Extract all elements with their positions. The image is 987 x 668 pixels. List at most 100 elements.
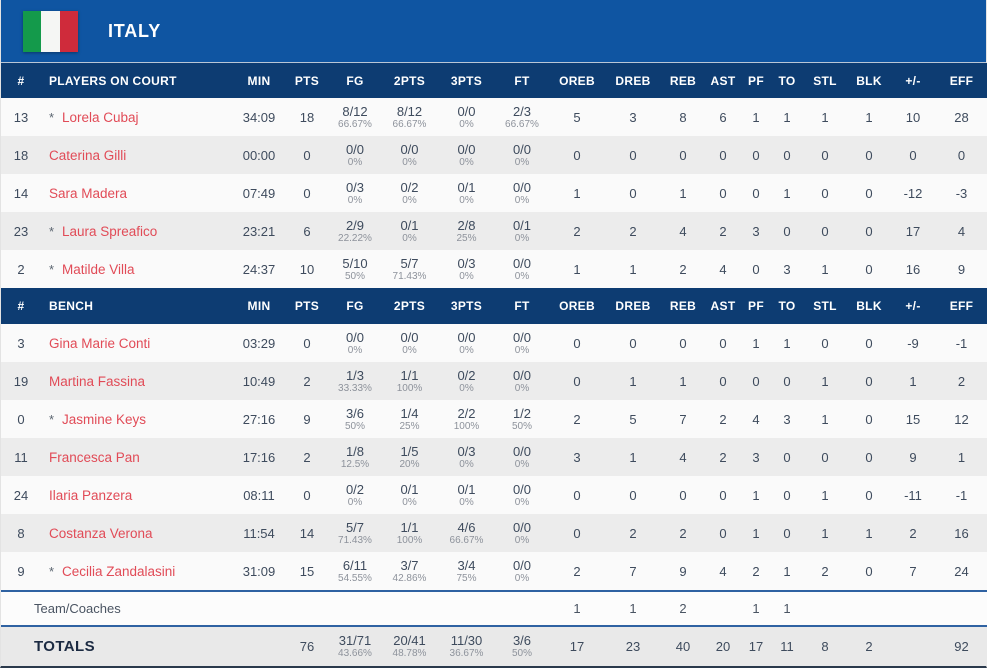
made-attempted: 2/8 bbox=[457, 217, 476, 233]
player-name-link[interactable]: Caterina Gilli bbox=[49, 147, 127, 163]
cell-stl: 0 bbox=[803, 324, 847, 362]
player-name-link[interactable]: Ilaria Panzera bbox=[49, 487, 133, 503]
player-name-link[interactable]: Francesca Pan bbox=[49, 449, 140, 465]
made-attempted: 4/6 bbox=[457, 519, 476, 535]
player-name-cell: * Laura Spreafico bbox=[41, 212, 233, 250]
header-row: # BENCH MIN PTS FG 2PTS 3PTS FT OREB DREB REB AST PF… bbox=[1, 288, 987, 324]
cell-to: 1 bbox=[771, 552, 803, 591]
col-header-stl: STL bbox=[803, 63, 847, 98]
cell-pts: 2 bbox=[285, 438, 329, 476]
cell-blk: 1 bbox=[847, 514, 891, 552]
cell-pts3: 0/0 0% bbox=[438, 324, 495, 362]
shooting-percentage: 0% bbox=[459, 270, 474, 282]
cell-blk: 0 bbox=[847, 552, 891, 591]
player-name-link[interactable]: Lorela Cubaj bbox=[62, 109, 139, 125]
cell-dreb: 1 bbox=[605, 250, 661, 288]
italy-flag-icon bbox=[23, 10, 78, 52]
cell-ast bbox=[705, 590, 741, 626]
col-header-pts: PTS bbox=[285, 288, 329, 324]
made-attempted: 2/3 bbox=[512, 103, 532, 119]
cell-pts2: 0/1 0% bbox=[381, 212, 438, 250]
made-attempted: 0/0 bbox=[400, 141, 419, 157]
cell-plus-minus: 15 bbox=[891, 400, 935, 438]
cell-to: 1 bbox=[771, 590, 803, 626]
col-header-stl: STL bbox=[803, 288, 847, 324]
cell-oreb: 0 bbox=[549, 476, 605, 514]
cell-stl: 8 bbox=[803, 625, 847, 666]
cell-blk: 0 bbox=[847, 438, 891, 476]
cell-dreb: 23 bbox=[605, 625, 661, 666]
cell-ast: 0 bbox=[705, 514, 741, 552]
made-attempted: 1/8 bbox=[345, 443, 365, 459]
cell-oreb: 2 bbox=[549, 552, 605, 591]
made-attempted: 20/41 bbox=[393, 633, 426, 648]
cell-stl bbox=[803, 590, 847, 626]
player-name-link[interactable]: Martina Fassina bbox=[49, 373, 146, 389]
cell-fg bbox=[329, 590, 381, 626]
col-header-blk: BLK bbox=[847, 63, 891, 98]
cell-fg: 31/71 43.66% bbox=[329, 625, 381, 666]
player-name-link[interactable]: Cecilia Zandalasini bbox=[62, 563, 176, 579]
cell-fg: 1/8 12.5% bbox=[329, 438, 381, 476]
cell-reb: 2 bbox=[661, 590, 705, 626]
shooting-percentage: 0% bbox=[514, 194, 530, 206]
col-header-ast: AST bbox=[705, 288, 741, 324]
cell-pts: 9 bbox=[285, 400, 329, 438]
made-attempted: 0/3 bbox=[457, 443, 476, 459]
shooting-percentage: 0% bbox=[459, 194, 474, 206]
shooting-percentage: 43.66% bbox=[338, 648, 372, 659]
player-row: 14 Sara Madera 07:49 0 0/3 0% 0/2 0% 0/1 0% 0/0 0% 1… bbox=[1, 174, 987, 212]
cell-oreb: 1 bbox=[549, 174, 605, 212]
player-row: 8 Costanza Verona 11:54 14 5/7 71.43% 1/1 100% 4… bbox=[1, 514, 987, 552]
cell-stl: 1 bbox=[803, 98, 847, 136]
cell-stl: 0 bbox=[803, 136, 847, 174]
cell-min: 31:09 bbox=[233, 552, 285, 591]
cell-reb: 40 bbox=[661, 625, 705, 666]
jersey-number: 0 bbox=[1, 400, 41, 438]
cell-pts2: 1/1 100% bbox=[381, 514, 438, 552]
made-attempted: 5/10 bbox=[342, 255, 368, 271]
cell-dreb: 3 bbox=[605, 98, 661, 136]
shooting-percentage: 25% bbox=[456, 232, 477, 244]
made-attempted: 0/2 bbox=[345, 481, 365, 497]
col-header-plus-minus: +/- bbox=[891, 288, 935, 324]
shooting-percentage: 0% bbox=[459, 118, 474, 130]
cell-ast: 4 bbox=[705, 250, 741, 288]
cell-eff: 28 bbox=[935, 98, 987, 136]
cell-min: 00:00 bbox=[233, 136, 285, 174]
cell-pts: 10 bbox=[285, 250, 329, 288]
cell-plus-minus: 17 bbox=[891, 212, 935, 250]
col-header-3pts: 3PTS bbox=[438, 63, 495, 98]
player-name-link[interactable]: Sara Madera bbox=[49, 185, 128, 201]
made-attempted: 0/0 bbox=[345, 329, 365, 345]
cell-eff: 4 bbox=[935, 212, 987, 250]
cell-stl: 0 bbox=[803, 438, 847, 476]
cell-pts2: 20/41 48.78% bbox=[381, 625, 438, 666]
cell-plus-minus: 16 bbox=[891, 250, 935, 288]
made-attempted: 0/0 bbox=[512, 367, 532, 383]
footer-body: Team/Coaches 1 1 2 1 1 TOTALS 76 31/71 43.66% 20/4… bbox=[1, 590, 987, 666]
cell-pts2: 3/7 42.86% bbox=[381, 552, 438, 591]
shooting-percentage: 0% bbox=[347, 156, 363, 168]
cell-stl: 1 bbox=[803, 250, 847, 288]
made-attempted: 1/5 bbox=[400, 443, 419, 459]
cell-pf: 17 bbox=[741, 625, 771, 666]
shooting-percentage: 100% bbox=[396, 534, 423, 546]
cell-blk: 0 bbox=[847, 362, 891, 400]
player-name-link[interactable]: Jasmine Keys bbox=[62, 411, 147, 427]
player-name-link[interactable]: Gina Marie Conti bbox=[49, 335, 151, 351]
col-header-fg: FG bbox=[329, 288, 381, 324]
col-header-players-on-court: PLAYERS ON COURT bbox=[41, 63, 233, 98]
player-name-link[interactable]: Laura Spreafico bbox=[62, 223, 158, 239]
made-attempted: 1/2 bbox=[512, 405, 532, 421]
cell-oreb: 1 bbox=[549, 590, 605, 626]
cell-reb: 4 bbox=[661, 212, 705, 250]
shooting-percentage: 0% bbox=[514, 156, 530, 168]
player-row: 3 Gina Marie Conti 03:29 0 0/0 0% 0/0 0% 0/0 0% 0/… bbox=[1, 324, 987, 362]
made-attempted: 0/2 bbox=[457, 367, 476, 383]
player-name-link[interactable]: Costanza Verona bbox=[49, 525, 153, 541]
player-name-link[interactable]: Matilde Villa bbox=[62, 261, 135, 277]
col-header-2pts: 2PTS bbox=[381, 63, 438, 98]
cell-plus-minus: 0 bbox=[891, 136, 935, 174]
cell-pf: 0 bbox=[741, 362, 771, 400]
